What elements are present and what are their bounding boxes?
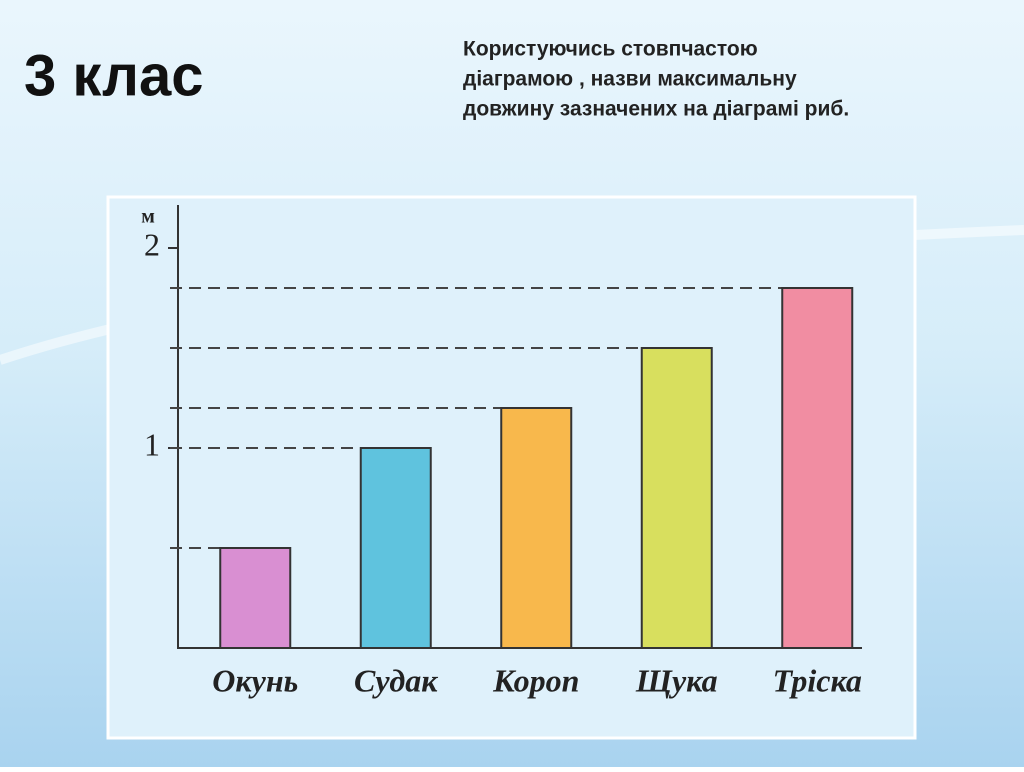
- task-line: Користуючись стовпчастою: [463, 38, 758, 61]
- bar: [640, 347, 713, 649]
- bar: [781, 287, 854, 649]
- x-tick-label: Тріска: [773, 662, 862, 698]
- plot: 1 2 Окунь Судак Короп Щука Тріска: [144, 226, 862, 698]
- bar: [219, 547, 292, 649]
- x-tick-label: Щука: [635, 662, 718, 698]
- y-tick-label: 2: [144, 226, 160, 262]
- task-line: довжину зазначених на діаграмі риб.: [463, 98, 849, 121]
- x-tick-label: Окунь: [212, 662, 298, 698]
- y-axis-label: м: [141, 206, 155, 228]
- x-tick-label: Судак: [354, 662, 438, 698]
- slide-title: 3 клас: [24, 43, 203, 108]
- bar: [359, 447, 432, 649]
- task-line: діаграмою , назви максимальну: [463, 68, 797, 91]
- x-tick-label: Короп: [492, 662, 579, 698]
- bar: [500, 407, 573, 649]
- y-tick-label: 1: [144, 426, 160, 462]
